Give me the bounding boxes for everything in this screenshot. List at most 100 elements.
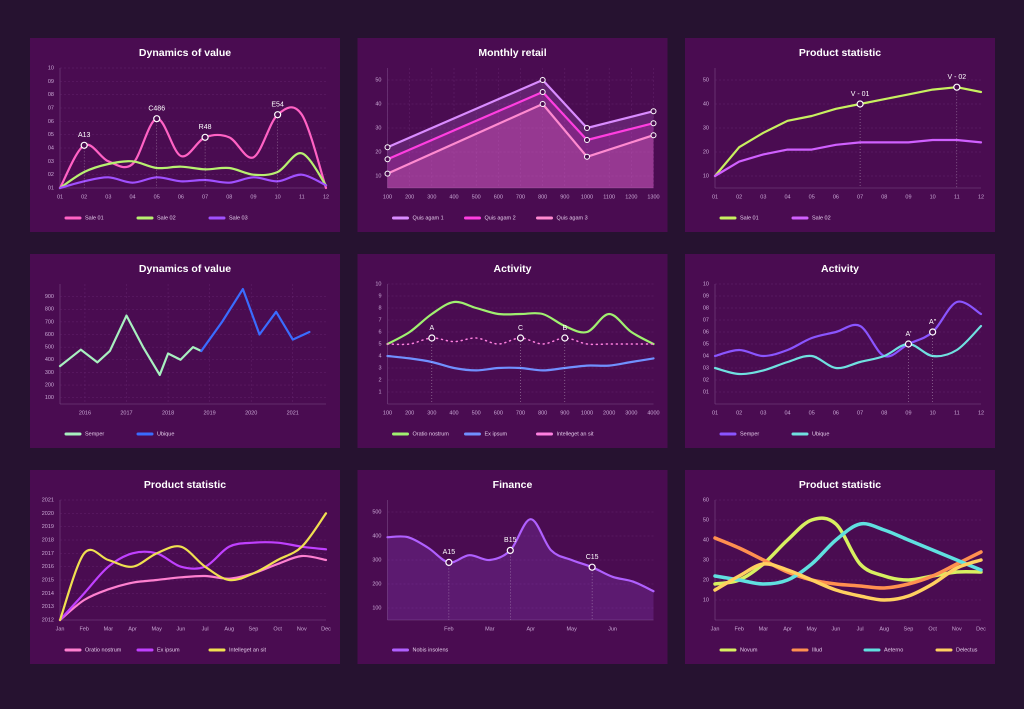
x-tick-label: 10 <box>930 194 936 200</box>
y-tick-label: 02 <box>703 377 709 383</box>
x-tick-label: 2020 <box>245 410 257 416</box>
x-tick-label: 400 <box>449 194 458 200</box>
panel-bg <box>685 38 995 232</box>
y-tick-label: 07 <box>703 317 709 323</box>
x-tick-label: 01 <box>57 194 63 200</box>
x-tick-label: Jan <box>56 626 65 632</box>
y-tick-label: 04 <box>703 353 709 359</box>
y-tick-label: 500 <box>45 345 54 351</box>
y-tick-label: 300 <box>372 557 381 563</box>
chart-title: Product statistic <box>799 479 881 491</box>
chart-title: Activity <box>821 263 859 275</box>
legend-label: Quis agam 2 <box>485 215 516 221</box>
series-line <box>58 314 203 377</box>
x-tick-label: Mar <box>759 626 769 632</box>
point <box>384 144 391 151</box>
x-tick-label: 08 <box>881 410 887 416</box>
x-tick-label: 900 <box>560 410 569 416</box>
y-tick-label: 60 <box>703 497 709 503</box>
chart-panel: Dynamics of value 100 200 300 400 500 600 700 80… <box>30 254 340 448</box>
x-tick-label: Jun <box>831 626 840 632</box>
series-line <box>386 300 655 346</box>
y-tick-label: 2015 <box>42 577 54 583</box>
point <box>539 101 546 107</box>
x-tick-label: May <box>566 626 577 632</box>
y-tick-label: 400 <box>372 533 381 539</box>
x-tick-label: 11 <box>954 194 960 200</box>
x-tick-label: Oct <box>273 626 282 632</box>
legend-label: Oratio nostrum <box>85 647 122 653</box>
x-tick-label: 700 <box>516 410 525 416</box>
x-tick-label: 200 <box>405 410 414 416</box>
y-tick-label: 05 <box>703 341 709 347</box>
x-tick-label: Oct <box>928 626 937 632</box>
legend-label: Sale 02 <box>157 215 176 221</box>
x-tick-label: 11 <box>299 194 305 200</box>
legend-label: Oratio nostrum <box>413 431 450 437</box>
annotation-point <box>445 558 453 567</box>
annotation-label: A15 <box>443 549 456 556</box>
series-line <box>386 518 655 593</box>
chart-title: Dynamics of value <box>139 47 231 59</box>
annotation-point <box>516 334 525 342</box>
y-tick-label: 40 <box>703 537 709 543</box>
y-tick-label: 05 <box>48 132 54 138</box>
annotation-label: C <box>518 325 523 332</box>
panel-bg <box>30 38 340 232</box>
legend-label: Semper <box>85 431 104 437</box>
chart-panel: Activity 1 2 3 4 5 6 7 8 9 10 100 200 300 400 500 600 700… <box>357 254 668 448</box>
point <box>650 132 657 139</box>
x-tick-label: 05 <box>809 194 815 200</box>
y-tick-label: 40 <box>375 101 381 107</box>
y-tick-label: 50 <box>703 77 709 83</box>
chart-title: Dynamics of value <box>139 263 231 275</box>
point <box>539 89 546 95</box>
legend-label: Intelleget an sit <box>229 647 266 653</box>
y-tick-label: 2014 <box>42 591 54 597</box>
y-tick-label: 2017 <box>42 551 54 557</box>
x-tick-label: 11 <box>954 410 960 416</box>
y-tick-label: 400 <box>45 357 54 363</box>
y-tick-label: 03 <box>703 365 709 371</box>
x-tick-label: 2018 <box>162 410 174 416</box>
annotation-label: A' <box>905 331 911 338</box>
x-tick-label: 02 <box>736 410 742 416</box>
x-tick-label: 07 <box>857 410 863 416</box>
annotation-label: C15 <box>586 554 599 561</box>
panel-bg <box>30 254 340 448</box>
chart-panel: Finance 100 200 300 400 500 Feb Mar Apr May Jun Nob… <box>357 470 668 664</box>
x-tick-label: 09 <box>250 194 256 200</box>
x-tick-label: Sep <box>249 626 259 632</box>
annotation-label: A <box>429 325 434 332</box>
chart-panel: Product statistic 10 20 30 40 50 60 Jan Feb Mar Ap… <box>685 470 995 664</box>
area <box>387 104 654 188</box>
legend-label: Sale 01 <box>85 215 104 221</box>
x-tick-label: Apr <box>783 626 792 632</box>
legend-label: Quis agam 3 <box>557 215 588 221</box>
y-tick-label: 2 <box>378 377 381 383</box>
x-tick-label: 12 <box>323 194 329 200</box>
x-tick-label: Jul <box>202 626 209 632</box>
panel-bg <box>357 254 668 448</box>
x-tick-label: 800 <box>538 410 547 416</box>
panel-bg <box>357 470 668 664</box>
x-tick-label: 500 <box>472 194 481 200</box>
x-tick-label: Jun <box>176 626 185 632</box>
x-tick-label: Dec <box>976 626 986 632</box>
x-tick-label: 07 <box>202 194 208 200</box>
y-tick-label: 9 <box>378 293 381 299</box>
series-line <box>386 78 655 149</box>
x-tick-label: Mar <box>485 626 495 632</box>
x-tick-label: Mar <box>104 626 114 632</box>
x-tick-label: Jan <box>711 626 720 632</box>
x-tick-label: 08 <box>226 194 232 200</box>
series-line <box>58 106 328 190</box>
x-tick-label: Aug <box>224 626 234 632</box>
x-tick-label: 04 <box>129 194 135 200</box>
legend-label: Ex ipsum <box>485 431 508 437</box>
chart-title: Finance <box>493 479 533 491</box>
x-tick-label: 10 <box>930 410 936 416</box>
y-tick-label: 100 <box>372 605 381 611</box>
x-tick-label: 200 <box>405 194 414 200</box>
chart-panel: Product statistic 10 20 30 40 50 01 02 03 04 05 06 0… <box>685 38 995 232</box>
